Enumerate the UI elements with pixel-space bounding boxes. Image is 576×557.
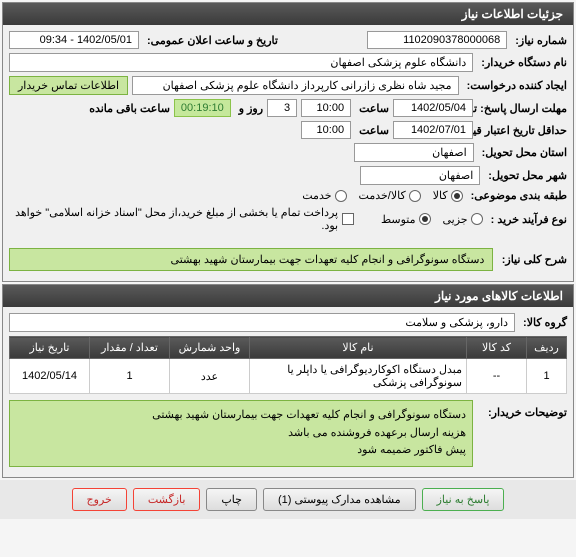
col-name: نام کالا bbox=[250, 337, 467, 359]
radio-partial-label: جزیی bbox=[443, 213, 468, 226]
city-label: شهر محل تحویل: bbox=[484, 169, 567, 182]
row-request-number: شماره نیاز: 1102090378000068 تاریخ و ساع… bbox=[9, 31, 567, 49]
row-description: شرح کلی نیاز: دستگاه سونوگرافی و انجام ک… bbox=[9, 248, 567, 271]
attachments-button[interactable]: مشاهده مدارک پیوستی (1) bbox=[263, 488, 416, 511]
radio-service[interactable]: خدمت bbox=[302, 189, 346, 202]
radio-goods[interactable]: کالا bbox=[433, 189, 463, 202]
radio-goods-label: کالا bbox=[433, 189, 448, 202]
days-label: روز و bbox=[235, 102, 263, 115]
print-button[interactable]: چاپ bbox=[206, 488, 257, 511]
cell-date: 1402/05/14 bbox=[10, 359, 90, 394]
exit-button[interactable]: خروج bbox=[72, 488, 127, 511]
request-number-value: 1102090378000068 bbox=[367, 31, 507, 49]
radio-partial-input[interactable] bbox=[471, 213, 483, 225]
payment-checkbox[interactable] bbox=[342, 213, 354, 225]
cell-code: -- bbox=[467, 359, 527, 394]
deadline-time: 10:00 bbox=[301, 99, 351, 117]
desc-text: دستگاه سونوگرافی و انجام کلیه تعهدات جهت… bbox=[9, 248, 493, 271]
details-panel: جزئیات اطلاعات نیاز شماره نیاز: 11020903… bbox=[2, 2, 574, 282]
table-row[interactable]: 1 -- مبدل دستگاه اکوکاردیوگرافی یا داپلر… bbox=[10, 359, 567, 394]
buyer-notes-box: دستگاه سونوگرافی و انجام کلیه تعهدات جهت… bbox=[9, 400, 473, 467]
radio-medium[interactable]: متوسط bbox=[381, 213, 431, 226]
panel-body: شماره نیاز: 1102090378000068 تاریخ و ساع… bbox=[3, 25, 573, 281]
row-requester: ایجاد کننده درخواست: مجید شاه نظری زازرا… bbox=[9, 76, 567, 95]
buyer-org-value: دانشگاه علوم پزشکی اصفهان bbox=[9, 53, 473, 72]
notes-line1: دستگاه سونوگرافی و انجام کلیه تعهدات جهت… bbox=[16, 407, 466, 425]
request-number-label: شماره نیاز: bbox=[511, 34, 567, 47]
province-value: اصفهان bbox=[354, 143, 474, 162]
respond-button[interactable]: پاسخ به نیاز bbox=[422, 488, 505, 511]
col-qty: تعداد / مقدار bbox=[90, 337, 170, 359]
radio-service-label: خدمت bbox=[302, 189, 331, 202]
notes-label: توضیحات خریدار: bbox=[477, 400, 567, 419]
requester-value: مجید شاه نظری زازرانی کارپرداز دانشگاه ع… bbox=[132, 76, 459, 95]
remaining-time: 00:19:10 bbox=[174, 99, 231, 117]
row-buyer-org: نام دستگاه خریدار: دانشگاه علوم پزشکی اص… bbox=[9, 53, 567, 72]
province-label: استان محل تحویل: bbox=[478, 146, 567, 159]
type-radio-group: جزیی متوسط bbox=[381, 213, 483, 226]
col-unit: واحد شمارش bbox=[170, 337, 250, 359]
radio-medium-input[interactable] bbox=[419, 213, 431, 225]
desc-label: شرح کلی نیاز: bbox=[497, 253, 567, 266]
row-purchase-type: نوع فرآیند خرید : جزیی متوسط پرداخت تمام… bbox=[9, 206, 567, 232]
time-label-1: ساعت bbox=[355, 102, 389, 115]
radio-goods-service-label: کالا/خدمت bbox=[359, 189, 406, 202]
announce-value: 1402/05/01 - 09:34 bbox=[9, 31, 139, 49]
radio-partial[interactable]: جزیی bbox=[443, 213, 483, 226]
remaining-label: ساعت باقی مانده bbox=[85, 102, 170, 115]
radio-goods-service[interactable]: کالا/خدمت bbox=[359, 189, 421, 202]
purchase-type-label: نوع فرآیند خرید : bbox=[487, 213, 567, 226]
radio-medium-label: متوسط bbox=[381, 213, 416, 226]
panel-header: جزئیات اطلاعات نیاز bbox=[3, 3, 573, 25]
back-button[interactable]: بازگشت bbox=[133, 488, 201, 511]
days-value: 3 bbox=[267, 99, 297, 117]
col-code: کد کالا bbox=[467, 337, 527, 359]
items-panel-body: گروه کالا: دارو، پزشکی و سلامت ردیف کد ک… bbox=[3, 307, 573, 477]
cell-qty: 1 bbox=[90, 359, 170, 394]
items-panel: اطلاعات کالاهای مورد نیاز گروه کالا: دار… bbox=[2, 284, 574, 478]
row-deadline: مهلت ارسال پاسخ: تا تاریخ: 1402/05/04 سا… bbox=[9, 99, 567, 117]
buyer-org-label: نام دستگاه خریدار: bbox=[477, 56, 567, 69]
contact-link[interactable]: اطلاعات تماس خریدار bbox=[9, 76, 128, 95]
col-row: ردیف bbox=[527, 337, 567, 359]
items-panel-header: اطلاعات کالاهای مورد نیاز bbox=[3, 285, 573, 307]
footer-buttons: پاسخ به نیاز مشاهده مدارک پیوستی (1) چاپ… bbox=[0, 480, 576, 519]
radio-goods-service-input[interactable] bbox=[409, 190, 421, 202]
row-city: شهر محل تحویل: اصفهان bbox=[9, 166, 567, 185]
notes-line2: هزینه ارسال برعهده فروشنده می باشد bbox=[16, 425, 466, 443]
deadline-date: 1402/05/04 bbox=[393, 99, 473, 117]
cell-num: 1 bbox=[527, 359, 567, 394]
radio-goods-input[interactable] bbox=[451, 190, 463, 202]
row-category: طبقه بندی موضوعی: کالا کالا/خدمت خدمت bbox=[9, 189, 567, 202]
row-validity: حداقل تاریخ اعتبار قیمت: تا تاریخ: 1402/… bbox=[9, 121, 567, 139]
category-label: طبقه بندی موضوعی: bbox=[467, 189, 567, 202]
validity-date: 1402/07/01 bbox=[393, 121, 473, 139]
payment-checkbox-label: پرداخت تمام یا بخشی از مبلغ خرید،از محل … bbox=[9, 206, 338, 232]
cell-unit: عدد bbox=[170, 359, 250, 394]
category-radio-group: کالا کالا/خدمت خدمت bbox=[302, 189, 462, 202]
radio-service-input[interactable] bbox=[335, 190, 347, 202]
items-table: ردیف کد کالا نام کالا واحد شمارش تعداد /… bbox=[9, 336, 567, 394]
col-date: تاریخ نیاز bbox=[10, 337, 90, 359]
deadline-label: مهلت ارسال پاسخ: تا تاریخ: bbox=[477, 102, 567, 115]
time-label-2: ساعت bbox=[355, 124, 389, 137]
group-value: دارو، پزشکی و سلامت bbox=[9, 313, 515, 332]
validity-time: 10:00 bbox=[301, 121, 351, 139]
requester-label: ایجاد کننده درخواست: bbox=[463, 79, 567, 92]
row-buyer-notes: توضیحات خریدار: دستگاه سونوگرافی و انجام… bbox=[9, 400, 567, 467]
group-label: گروه کالا: bbox=[519, 316, 567, 329]
cell-name: مبدل دستگاه اکوکاردیوگرافی یا داپلر یا س… bbox=[250, 359, 467, 394]
row-province: استان محل تحویل: اصفهان bbox=[9, 143, 567, 162]
announce-label: تاریخ و ساعت اعلان عمومی: bbox=[143, 34, 278, 47]
city-value: اصفهان bbox=[360, 166, 480, 185]
notes-line3: پیش فاکتور ضمیمه شود bbox=[16, 442, 466, 460]
validity-label: حداقل تاریخ اعتبار قیمت: تا تاریخ: bbox=[477, 124, 567, 137]
row-group: گروه کالا: دارو، پزشکی و سلامت bbox=[9, 313, 567, 332]
